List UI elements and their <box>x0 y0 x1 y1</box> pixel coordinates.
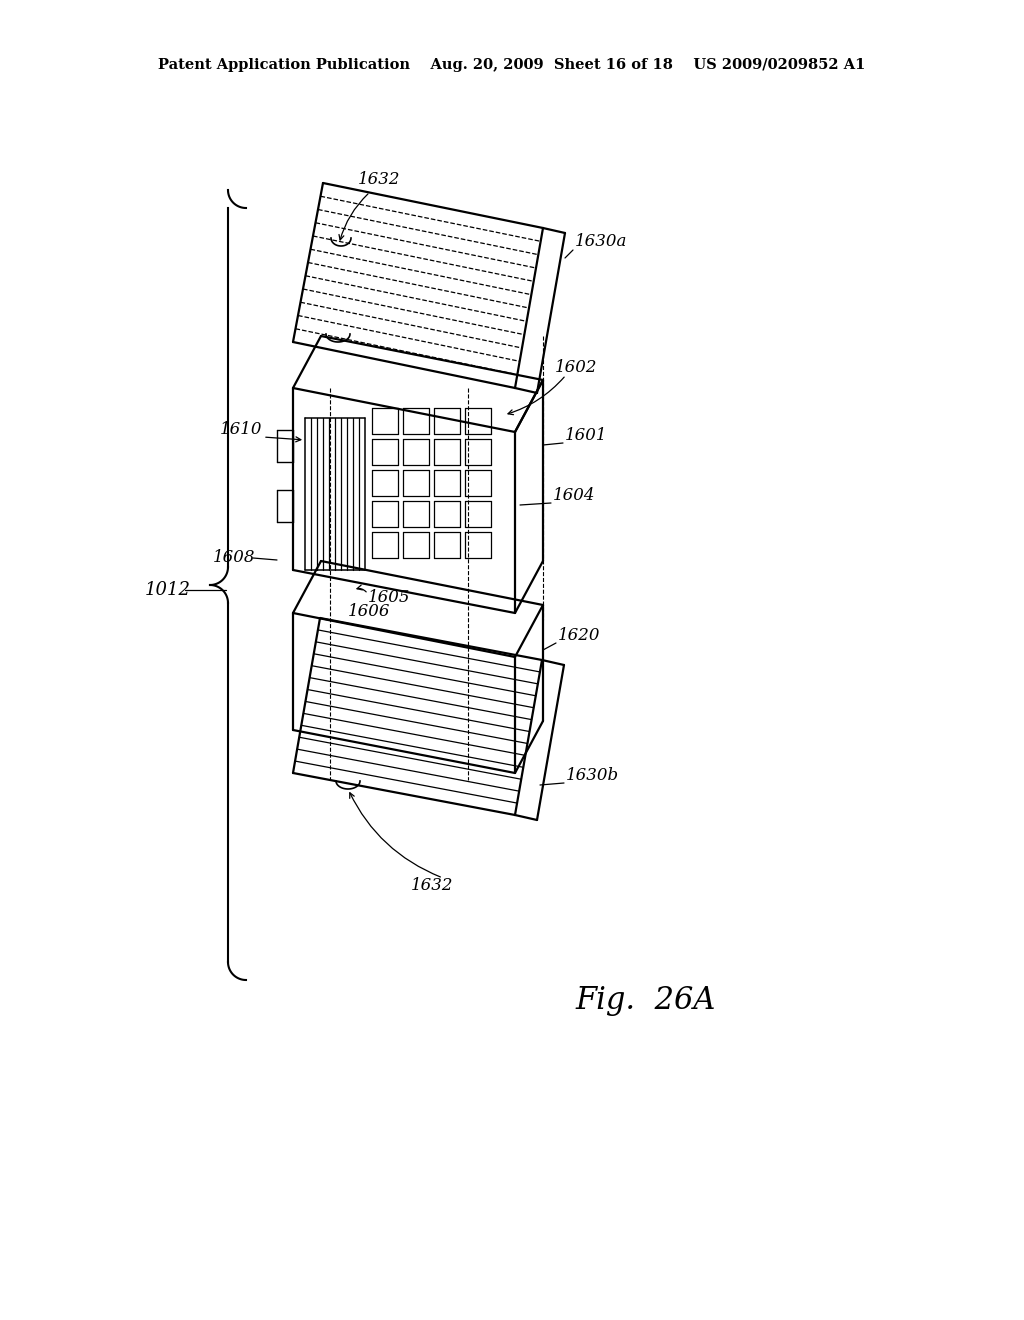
Text: 1012: 1012 <box>145 581 191 599</box>
Text: 1632: 1632 <box>411 876 454 894</box>
Text: Fig.  26A: Fig. 26A <box>575 985 716 1015</box>
Text: Patent Application Publication    Aug. 20, 2009  Sheet 16 of 18    US 2009/02098: Patent Application Publication Aug. 20, … <box>159 58 865 73</box>
Text: 1630b: 1630b <box>566 767 620 784</box>
Text: 1606: 1606 <box>348 603 390 620</box>
Text: 1602: 1602 <box>555 359 597 376</box>
Text: 1610: 1610 <box>219 421 262 438</box>
Text: 1605: 1605 <box>368 590 411 606</box>
Text: 1608: 1608 <box>213 549 255 566</box>
Text: 1632: 1632 <box>358 172 400 189</box>
Text: 1601: 1601 <box>565 426 607 444</box>
Text: 1620: 1620 <box>558 627 600 644</box>
Text: 1630a: 1630a <box>575 234 628 251</box>
Text: 1604: 1604 <box>553 487 596 503</box>
